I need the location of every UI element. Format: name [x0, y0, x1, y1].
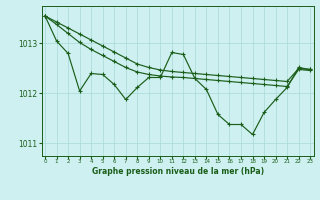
X-axis label: Graphe pression niveau de la mer (hPa): Graphe pression niveau de la mer (hPa): [92, 167, 264, 176]
